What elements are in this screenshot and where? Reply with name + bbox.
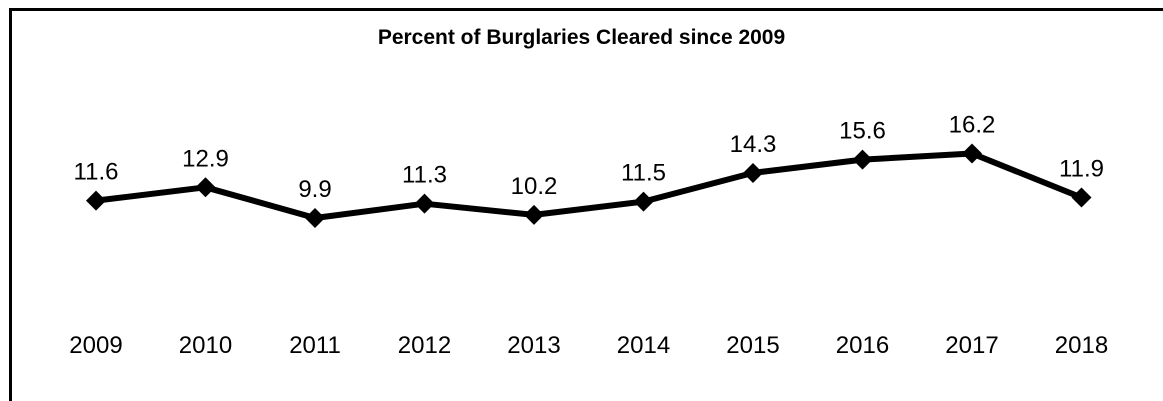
- x-tick-2015: 2015: [726, 332, 779, 359]
- data-point-2018: [1071, 187, 1092, 208]
- x-tick-2014: 2014: [617, 332, 670, 359]
- data-label-2011: 9.9: [298, 176, 331, 203]
- x-tick-2009: 2009: [69, 332, 122, 359]
- data-label-2015: 14.3: [730, 131, 777, 158]
- data-point-2014: [633, 191, 654, 212]
- data-point-2009: [86, 190, 106, 211]
- data-label-2009: 11.6: [74, 159, 119, 186]
- data-label-2013: 10.2: [511, 173, 558, 200]
- x-tick-2016: 2016: [836, 332, 889, 359]
- data-label-2018: 11.9: [1059, 156, 1104, 183]
- data-label-2010: 12.9: [182, 145, 229, 172]
- x-tick-2017: 2017: [945, 332, 998, 359]
- data-point-2011: [305, 208, 325, 228]
- data-point-2010: [195, 177, 216, 198]
- x-tick-2012: 2012: [398, 332, 451, 359]
- data-point-2015: [743, 162, 763, 183]
- data-point-2016: [852, 149, 873, 170]
- chart-title: Percent of Burglaries Cleared since 2009: [377, 26, 786, 49]
- x-tick-2011: 2011: [289, 332, 341, 359]
- x-tick-2013: 2013: [507, 332, 560, 359]
- data-label-2016: 15.6: [839, 118, 886, 145]
- x-tick-2018: 2018: [1055, 332, 1108, 359]
- chart-frame: [9, 8, 1163, 401]
- x-axis-ticks-group: 2009 2010 2011 2012 2013 2014 2015 2016 2017 2018: [69, 332, 1108, 359]
- data-point-2013: [524, 204, 544, 225]
- data-label-2012: 11.3: [402, 162, 447, 189]
- data-point-2012: [414, 193, 435, 214]
- series-line-group: [95, 150, 1083, 221]
- data-labels-group: 11.6 12.9 9.9 11.3 10.2 11.5 14.3 15.6 16.2 11.9: [74, 111, 1104, 203]
- data-label-2014: 11.5: [621, 160, 666, 187]
- series-markers-group: [86, 143, 1092, 228]
- data-point-2017: [962, 143, 982, 164]
- data-label-2017: 16.2: [949, 111, 996, 138]
- x-tick-2010: 2010: [179, 332, 232, 359]
- series-line: [95, 150, 1083, 221]
